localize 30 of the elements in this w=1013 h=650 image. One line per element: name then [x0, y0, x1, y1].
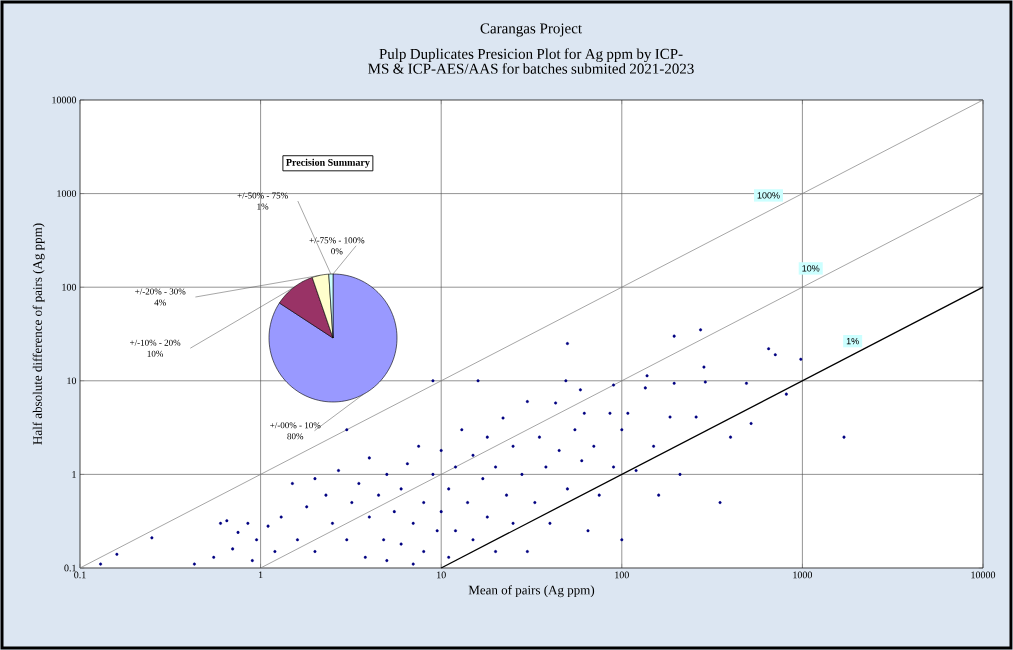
- data-label: 4%: [154, 299, 166, 306]
- series-label: 10%: [802, 265, 820, 272]
- x-axis-title: Mean of pairs (Ag ppm): [468, 585, 595, 598]
- series-label: 100%: [757, 192, 780, 199]
- slice-label: +/-00% - 10%: [270, 422, 321, 429]
- chart-title: Precision Summary: [286, 158, 370, 168]
- x-tick-label: 10000: [971, 571, 996, 579]
- x-tick-label: 10: [437, 571, 446, 579]
- y-tick-label: 10000: [52, 96, 77, 104]
- text: 0%: [331, 248, 343, 255]
- y-tick-label: 1000: [57, 190, 77, 197]
- slice-label: +/-20% - 30%: [135, 288, 186, 295]
- data-label: 10%: [147, 350, 164, 357]
- y-tick-label: 1: [72, 471, 76, 478]
- chart-title: Carangas Project: [480, 23, 582, 37]
- x-tick-label: 0.1: [74, 571, 86, 579]
- y-axis-title: Half absolute difference of pairs (Ag ppm): [32, 223, 45, 445]
- series-label: 1%: [846, 338, 859, 345]
- category-label: +/-75% - 100%: [309, 237, 365, 244]
- x-tick-label: 100: [615, 571, 629, 579]
- chart-subtitle: Pulp Duplicates Presicion Plot for Ag ppm by ICP- MS & ICP-AES/AAS for batches submited 2021-2023: [368, 48, 694, 74]
- y-tick-label: 100: [62, 283, 77, 291]
- y-tick-label: 0.1: [64, 564, 76, 572]
- x-tick-label: 1: [258, 571, 263, 579]
- slice-label: +/-10% - 20%: [130, 339, 181, 346]
- data-label: 1%: [257, 203, 269, 210]
- y-tick-label: 10: [67, 377, 77, 385]
- data-label: 80%: [287, 433, 304, 440]
- x-tick-label: 1000: [793, 571, 813, 579]
- slice-label: +/-50% - 75%: [237, 192, 288, 199]
